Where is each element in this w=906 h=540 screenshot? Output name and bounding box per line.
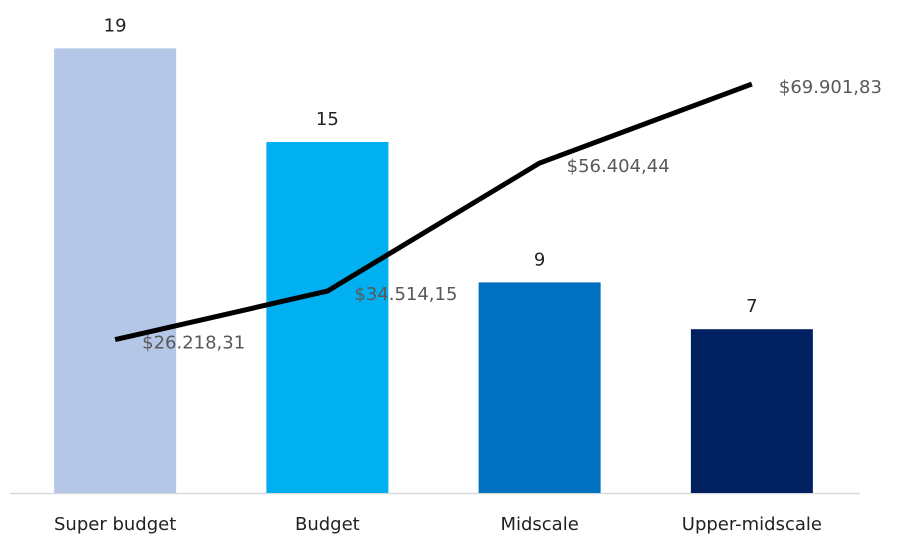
line-value-label: $69.901,83 (779, 77, 882, 98)
line-value-label: $56.404,44 (567, 156, 670, 177)
x-tick-label: Upper-midscale (682, 514, 822, 535)
bar-value-label: 19 (104, 15, 127, 36)
bar (690, 329, 813, 493)
bar-value-label: 15 (316, 109, 339, 130)
bar-value-label: 9 (534, 249, 545, 270)
line-value-label: $26.218,31 (142, 333, 245, 354)
bar-value-label: 7 (746, 296, 757, 317)
line (114, 81, 753, 343)
bar (478, 282, 601, 493)
bar (54, 48, 177, 494)
bar (266, 142, 389, 493)
x-tick-label: Budget (295, 514, 360, 535)
line-value-label: $34.514,15 (354, 284, 457, 305)
x-tick-label: Midscale (500, 514, 578, 535)
x-tick-label: Super budget (54, 514, 176, 535)
